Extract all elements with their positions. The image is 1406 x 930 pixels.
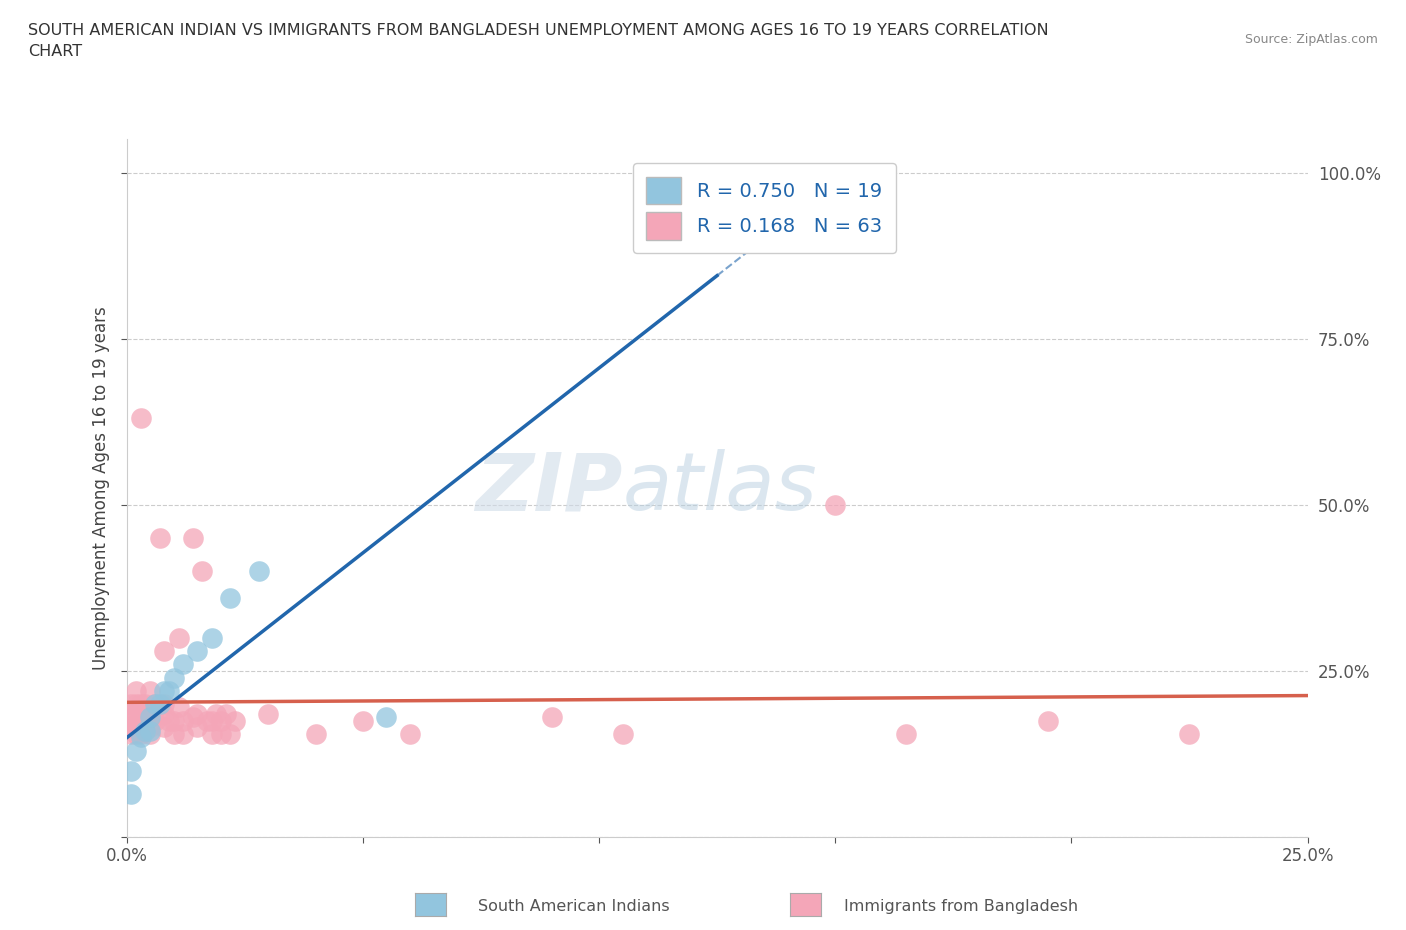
Point	[219, 726, 242, 741]
Point	[200, 726, 222, 741]
Point	[163, 671, 186, 685]
Point	[153, 684, 176, 698]
Point	[612, 726, 634, 741]
Point	[167, 700, 190, 715]
Point	[257, 707, 280, 722]
Point	[120, 764, 142, 778]
Point	[153, 697, 176, 711]
Point	[186, 644, 208, 658]
Point	[172, 726, 194, 741]
Point	[186, 707, 208, 722]
Point	[129, 713, 152, 728]
Point	[149, 697, 172, 711]
Point	[143, 697, 166, 711]
Point	[205, 707, 228, 722]
Point	[134, 720, 156, 735]
Text: ZIP: ZIP	[475, 449, 623, 527]
Point	[191, 564, 214, 578]
Point	[129, 411, 152, 426]
Text: atlas: atlas	[623, 449, 817, 527]
Point	[1178, 726, 1201, 741]
Point	[125, 684, 148, 698]
Point	[153, 720, 176, 735]
Point	[790, 166, 813, 180]
Point	[215, 707, 238, 722]
Point	[153, 707, 176, 722]
Point	[167, 631, 190, 645]
Text: Immigrants from Bangladesh: Immigrants from Bangladesh	[844, 899, 1078, 914]
Point	[120, 713, 142, 728]
Point	[120, 726, 142, 741]
Point	[163, 726, 186, 741]
Point	[134, 697, 156, 711]
Point	[181, 531, 204, 546]
Point	[172, 657, 194, 671]
Point	[200, 631, 222, 645]
Point	[125, 707, 148, 722]
Point	[129, 707, 152, 722]
Point	[149, 531, 172, 546]
Point	[120, 720, 142, 735]
Point	[195, 713, 218, 728]
Text: South American Indians: South American Indians	[478, 899, 669, 914]
Text: Source: ZipAtlas.com: Source: ZipAtlas.com	[1244, 33, 1378, 46]
Point	[139, 726, 162, 741]
Point	[157, 713, 180, 728]
Point	[139, 684, 162, 698]
Point	[125, 697, 148, 711]
Point	[125, 743, 148, 758]
Point	[219, 591, 242, 605]
Point	[163, 713, 186, 728]
Point	[139, 724, 162, 738]
Point	[824, 498, 846, 512]
Point	[375, 710, 398, 724]
Point	[181, 710, 204, 724]
Point	[139, 720, 162, 735]
Point	[352, 713, 374, 728]
Point	[129, 720, 152, 735]
Point	[120, 787, 142, 802]
Point	[134, 713, 156, 728]
Point	[399, 726, 422, 741]
Point	[200, 713, 222, 728]
Point	[139, 710, 162, 724]
Point	[153, 644, 176, 658]
Point	[129, 730, 152, 745]
Point	[134, 707, 156, 722]
Point	[172, 713, 194, 728]
Point	[139, 713, 162, 728]
Legend: R = 0.750   N = 19, R = 0.168   N = 63: R = 0.750 N = 19, R = 0.168 N = 63	[633, 163, 896, 253]
Point	[304, 726, 326, 741]
Point	[143, 713, 166, 728]
Point	[247, 564, 270, 578]
Point	[186, 720, 208, 735]
Point	[120, 707, 142, 722]
Text: SOUTH AMERICAN INDIAN VS IMMIGRANTS FROM BANGLADESH UNEMPLOYMENT AMONG AGES 16 T: SOUTH AMERICAN INDIAN VS IMMIGRANTS FROM…	[28, 23, 1049, 60]
Point	[157, 684, 180, 698]
Point	[143, 697, 166, 711]
Point	[139, 707, 162, 722]
Point	[540, 710, 562, 724]
Point	[120, 697, 142, 711]
Point	[125, 726, 148, 741]
Point	[1036, 713, 1059, 728]
Point	[224, 713, 246, 728]
Point	[129, 697, 152, 711]
Point	[129, 726, 152, 741]
Point	[209, 726, 232, 741]
Point	[125, 717, 148, 732]
Point	[209, 713, 232, 728]
Point	[134, 724, 156, 738]
Point	[894, 726, 917, 741]
Y-axis label: Unemployment Among Ages 16 to 19 years: Unemployment Among Ages 16 to 19 years	[91, 306, 110, 671]
